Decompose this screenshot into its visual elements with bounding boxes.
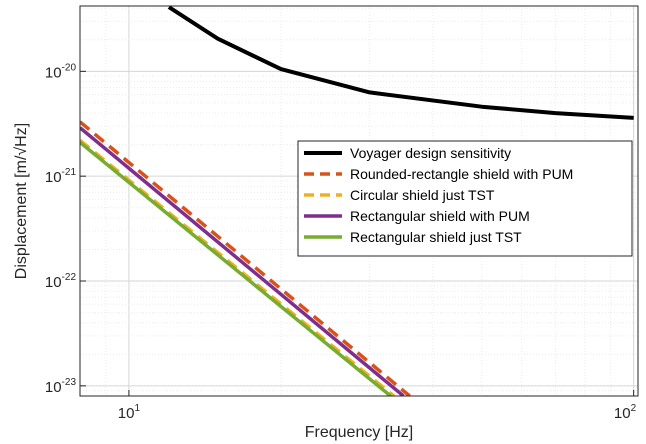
legend-label-2: Rounded-rectangle shield with PUM [350,166,573,182]
series-line-4 [80,126,405,396]
y-tick-label: 10-23 [45,377,77,396]
y-tick-label: 10-21 [45,167,77,186]
x-axis-label: Frequency [Hz] [305,424,413,441]
y-tick-label: 10-22 [45,272,77,291]
series-line-2 [80,120,411,396]
series-line-5 [80,141,392,396]
x-tick-label: 102 [614,403,637,422]
series-group [80,6,634,396]
legend-label-5: Rectangular shield just TST [350,229,522,245]
legend: Voyager design sensitivity Rounded-rectan… [297,140,633,257]
x-tick-label: 101 [118,403,141,422]
legend-label-4: Rectangular shield with PUM [350,208,530,224]
y-tick-label: 10-20 [45,62,77,81]
series-line-1 [167,6,634,120]
legend-box [297,140,633,257]
ticks: 101 102 10-23 10-22 10-21 10-20 [45,62,637,422]
plot-frame [79,5,639,397]
y-axis-label: Displacement [m/√Hz] [13,123,30,279]
legend-label-1: Voyager design sensitivity [350,145,511,161]
legend-label-3: Circular shield just TST [350,187,495,203]
